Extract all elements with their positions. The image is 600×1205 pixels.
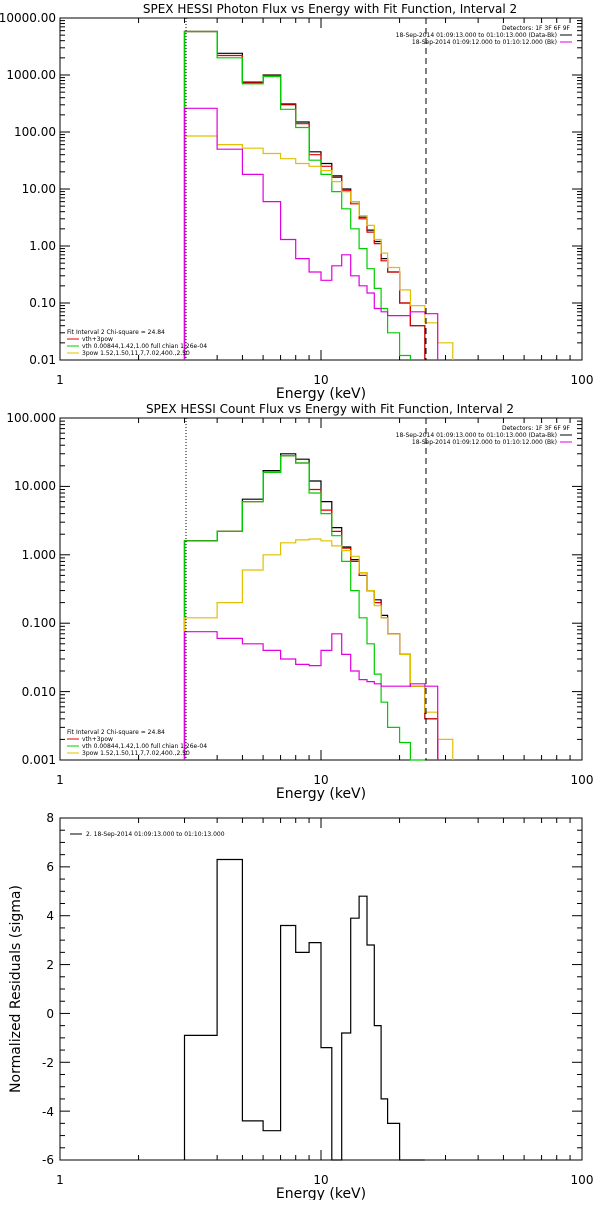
panel1-ticks — [59, 18, 582, 361]
panel1-detectors: Detectors: 1F 3F 6F 9F — [502, 25, 571, 32]
panel1-time-data: 18-Sep-2014 01:09:13.000 to 01:10:13.000… — [396, 32, 557, 39]
panel1-fit-label: Fit Interval 2 Chi-square = 24.84 — [67, 329, 165, 336]
series-3pow — [183, 538, 454, 760]
panel1-time-bk: 18-Sep-2014 01:09:12.000 to 01:10:12.000… — [412, 39, 557, 46]
series-vth-3pow — [183, 455, 439, 760]
panel3-ytick: 4 — [46, 909, 54, 923]
panel1-series — [183, 30, 454, 360]
panel3-ytick: 2 — [46, 958, 54, 972]
panel2-time-bk: 18-Sep-2014 01:09:12.000 to 01:10:12.000… — [412, 439, 557, 446]
panel3-xtick-100: 100 — [571, 1173, 594, 1187]
panel2-frame — [59, 417, 583, 761]
panel2-ytick: 0.010 — [22, 685, 56, 699]
panel1-leg-green: vth 0.00844,1.42,1.00 full chian 1.26e-0… — [82, 343, 207, 350]
panel2-xtick-100: 100 — [571, 773, 594, 787]
panel2-detectors: Detectors: 1F 3F 6F 9F — [502, 425, 571, 432]
series-data-bk — [183, 453, 439, 760]
panel2-leg-red: vth+3pow — [82, 736, 113, 743]
panel1-frame — [59, 17, 583, 361]
panel1-xtick-100: 100 — [571, 373, 594, 387]
panel2-ytick: 0.001 — [22, 753, 56, 767]
panel3-legend-label: 2. 18-Sep-2014 01:09:13.000 to 01:10:13.… — [86, 831, 225, 838]
series-bk — [183, 107, 439, 360]
panel2-xtick-10: 10 — [313, 773, 328, 787]
panel3-ytick: -2 — [42, 1056, 54, 1070]
series-data-bk — [183, 30, 426, 360]
panel2-ytick: 0.100 — [22, 616, 56, 630]
series-vth — [183, 455, 425, 761]
panel3-ytick: 0 — [46, 1007, 54, 1021]
panel2-title: SPEX HESSI Count Flux vs Energy with Fit… — [146, 402, 514, 416]
panel1-leg-gold: 3pow 1.52,1.50,11.7,7.02,400.,2.50 — [82, 350, 190, 357]
panel2-time-data: 18-Sep-2014 01:09:13.000 to 01:10:13.000… — [396, 432, 557, 439]
panel1-xtick-10: 10 — [313, 373, 328, 387]
panel1-ytick: 100.00 — [14, 125, 56, 139]
panel2-leg-gold: 3pow 1.52,1.50,11.7,7.02,400.,2.50 — [82, 750, 190, 757]
panel3-ylabel: Normalized Residuals (sigma) — [8, 885, 24, 1093]
panel2-ytick: 1.000 — [22, 548, 56, 562]
panel1-ytick: 10.00 — [22, 182, 56, 196]
panel3-series — [183, 858, 425, 1161]
panel2-ticks — [59, 418, 582, 761]
panel3-ytick: 8 — [46, 811, 54, 825]
count-flux-panel: SPEX HESSI Count Flux vs Energy with Fit… — [6, 402, 593, 802]
panel1-xlabel: Energy (keV) — [276, 386, 366, 402]
panel3-xlabel: Energy (keV) — [276, 1186, 366, 1200]
residuals-panel: 1 10 100 8 6 4 2 0 -2 -4 -6 Energy (keV)… — [8, 811, 594, 1202]
panel2-xtick-1: 1 — [56, 773, 64, 787]
panel1-ytick: 1000.00 — [6, 68, 56, 82]
panel3-xtick-1: 1 — [56, 1173, 64, 1187]
series-2-18-sep-2014-01-09-13-000-to-01-10-13-000 — [183, 858, 425, 1161]
panel1-ytick: 1.00 — [29, 239, 56, 253]
panel1-ytick: 0.10 — [29, 296, 56, 310]
panel2-series — [183, 453, 454, 761]
panel3-ytick: 6 — [46, 860, 54, 874]
panel1-title: SPEX HESSI Photon Flux vs Energy with Fi… — [143, 2, 517, 16]
panel1-xtick-1: 1 — [56, 373, 64, 387]
panel2-ytick: 100.000 — [6, 411, 56, 425]
panel1-leg-red: vth+3pow — [82, 336, 113, 343]
photon-flux-panel: SPEX HESSI Photon Flux vs Energy with Fi… — [0, 2, 593, 402]
series-bk — [183, 631, 439, 760]
panel2-leg-green: vth 0.00844,1.42,1.00 full chian 1.26e-0… — [82, 743, 207, 750]
panel3-ticks — [59, 817, 582, 1161]
panel2-ytick: 10.000 — [14, 479, 56, 493]
series-3pow — [183, 135, 454, 360]
panel2-fit-label: Fit Interval 2 Chi-square = 24.84 — [67, 729, 165, 736]
panel3-xtick-10: 10 — [313, 1173, 328, 1187]
series-vth — [183, 30, 411, 360]
panel3-ytick: -6 — [42, 1153, 54, 1167]
series-vth-3pow — [183, 30, 426, 360]
panel1-ytick: 10000.00 — [0, 11, 56, 25]
panel3-ytick: -4 — [42, 1105, 54, 1119]
panel1-ytick: 0.01 — [29, 353, 56, 367]
panel2-xlabel: Energy (keV) — [276, 786, 366, 802]
